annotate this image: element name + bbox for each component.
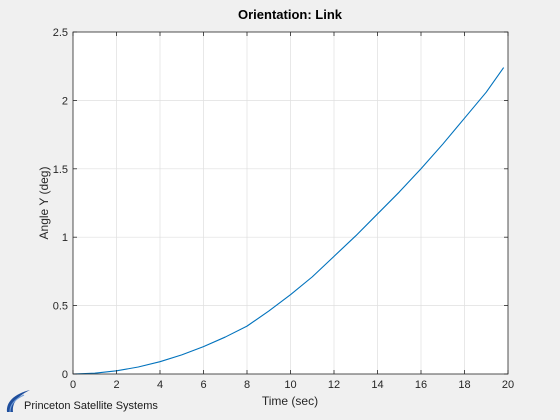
y-tick-label: 0.5: [53, 301, 68, 313]
y-axis: 0 0.5 1 1.5 2 2.5: [53, 27, 508, 381]
x-tick-label: 20: [502, 379, 514, 391]
x-tick-label: 14: [371, 379, 383, 391]
y-axis-label: Angle Y (deg): [37, 167, 51, 240]
x-grid: [116, 32, 465, 374]
y-tick-label: 1.5: [53, 164, 68, 176]
chart-title: Orientation: Link: [238, 7, 343, 22]
series-line: [72, 67, 505, 375]
x-tick-label: 16: [415, 379, 427, 391]
y-tick-label: 2: [62, 95, 68, 107]
logo-text: Princeton Satellite Systems: [24, 400, 158, 412]
x-tick-label: 10: [284, 379, 296, 391]
x-tick-label: 0: [70, 379, 76, 391]
x-tick-label: 4: [157, 379, 163, 391]
x-tick-label: 6: [200, 379, 206, 391]
y-tick-label: 2.5: [53, 27, 68, 39]
x-tick-label: 8: [244, 379, 250, 391]
company-logo: Princeton Satellite Systems: [4, 388, 164, 416]
series-layer: [72, 67, 505, 375]
x-tick-label: 12: [328, 379, 340, 391]
x-axis-label: Time (sec): [262, 394, 318, 408]
x-tick-label: 2: [113, 379, 119, 391]
y-tick-label: 1: [62, 232, 68, 244]
x-axis: 0 2 4 6 8 10 12 14 16 18 20: [70, 32, 514, 391]
x-tick-label: 18: [458, 379, 470, 391]
swoosh-icon: [6, 390, 30, 413]
y-tick-label: 0: [62, 369, 68, 381]
y-grid: [73, 100, 508, 306]
